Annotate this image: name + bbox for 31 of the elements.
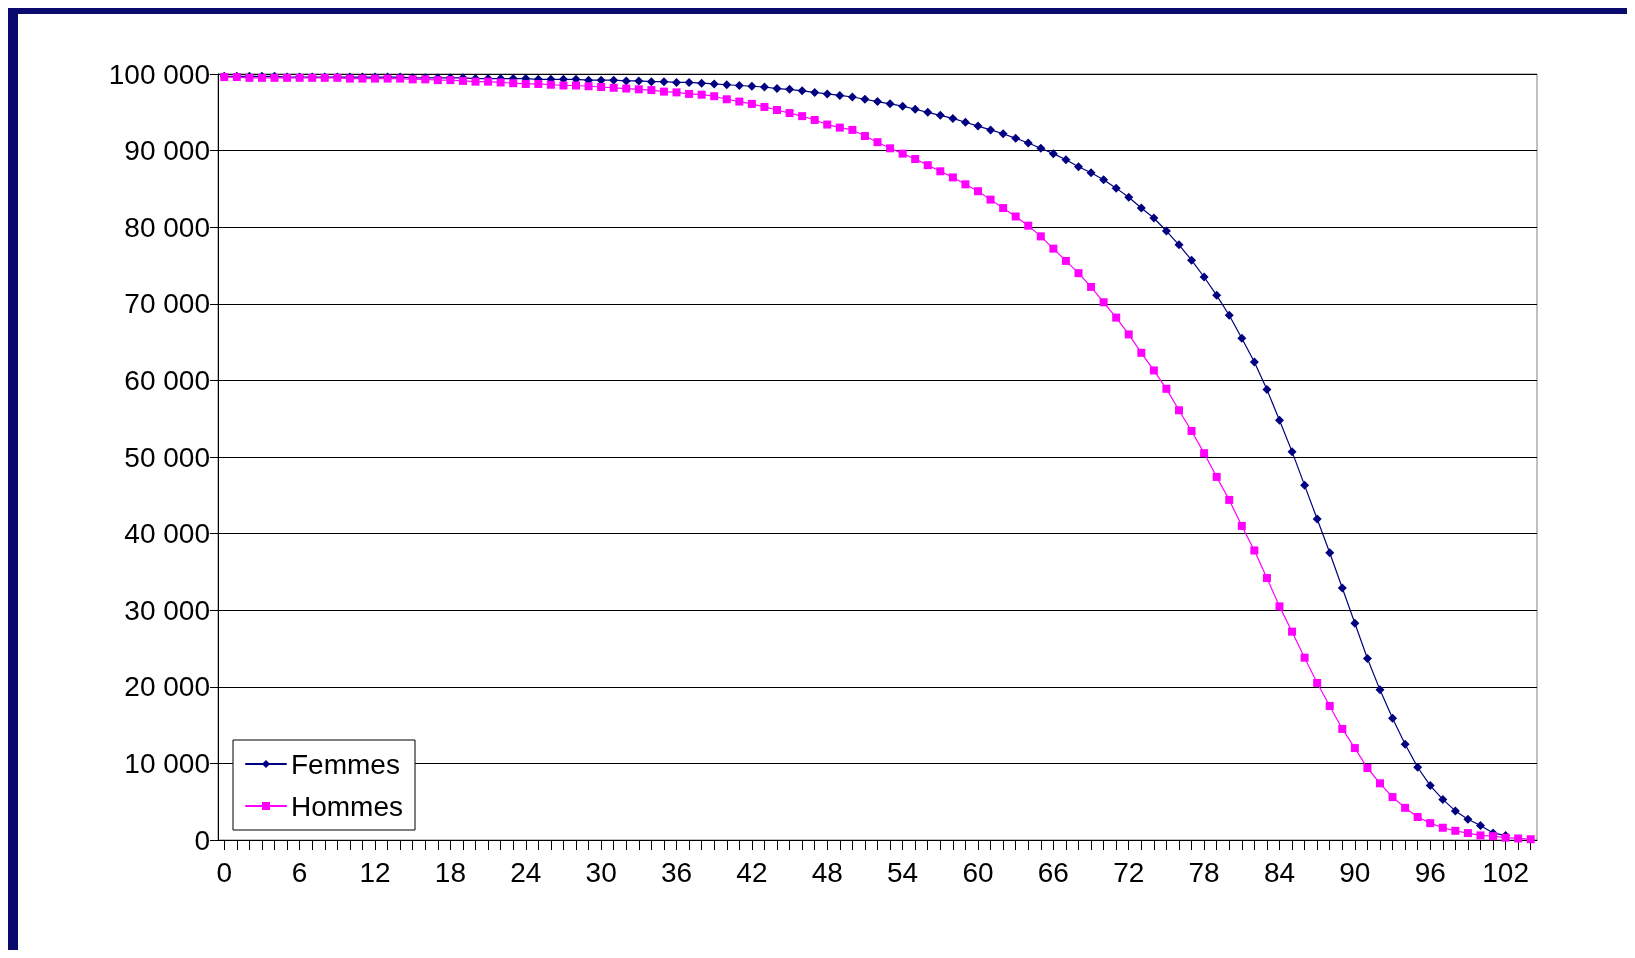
x-tick-label: 18 bbox=[434, 856, 466, 888]
x-tick-label: 54 bbox=[887, 856, 919, 888]
y-tick-label: 100 000 bbox=[108, 58, 210, 90]
x-tick-label: 72 bbox=[1113, 856, 1145, 888]
x-tick-label: 30 bbox=[585, 856, 617, 888]
x-tick-label: 60 bbox=[962, 856, 994, 888]
x-tick-label: 24 bbox=[510, 856, 542, 888]
x-tick-label: 102 bbox=[1482, 856, 1529, 888]
x-tick-label: 42 bbox=[736, 856, 768, 888]
y-tick-label: 40 000 bbox=[124, 518, 210, 550]
y-tick-label: 60 000 bbox=[124, 364, 210, 396]
x-tick-label: 78 bbox=[1188, 856, 1220, 888]
x-tick-label: 48 bbox=[811, 856, 843, 888]
x-tick-label: 36 bbox=[660, 856, 693, 888]
x-tick-label: 66 bbox=[1037, 856, 1069, 888]
y-tick-label: 10 000 bbox=[124, 747, 210, 779]
x-tick-label: 0 bbox=[216, 856, 233, 888]
x-tick-label: 6 bbox=[291, 856, 308, 888]
y-tick-label: 70 000 bbox=[124, 288, 210, 320]
x-tick-label: 90 bbox=[1339, 856, 1371, 888]
legend-label: Hommes bbox=[291, 790, 404, 822]
y-tick-label: 90 000 bbox=[124, 135, 210, 167]
y-tick-label: 50 000 bbox=[124, 441, 210, 473]
y-tick-label: 80 000 bbox=[124, 211, 210, 243]
x-tick-label: 96 bbox=[1414, 856, 1446, 888]
y-tick-label: 20 000 bbox=[124, 671, 210, 703]
y-tick-label: 30 000 bbox=[124, 594, 210, 626]
x-tick-label: 84 bbox=[1263, 856, 1296, 888]
y-tick-label: 0 bbox=[194, 824, 210, 856]
x-tick-label: 12 bbox=[359, 856, 391, 888]
legend-label: Femmes bbox=[291, 748, 400, 780]
